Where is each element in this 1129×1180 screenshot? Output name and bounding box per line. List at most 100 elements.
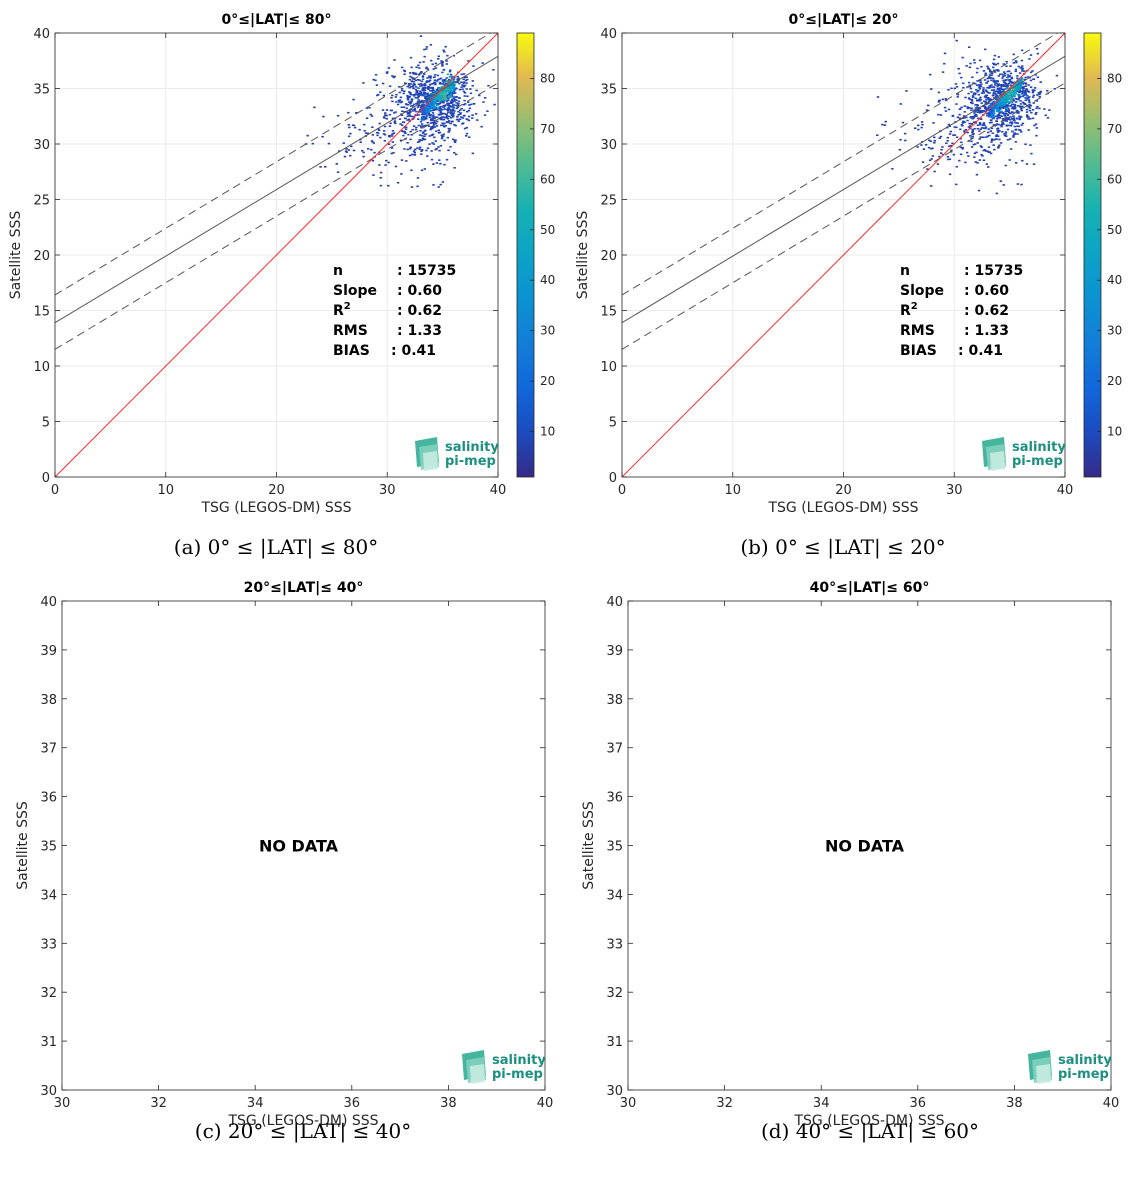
density-point	[425, 97, 428, 100]
fit-upper-dashed-line	[622, 33, 1059, 296]
fit-line	[622, 55, 1065, 324]
core-point	[429, 103, 433, 106]
density-point	[457, 114, 460, 116]
density-point	[413, 95, 416, 97]
y-tick-label: 15	[600, 305, 617, 320]
density-point	[426, 87, 429, 90]
density-point	[469, 103, 473, 106]
density-point	[960, 106, 963, 109]
density-point	[995, 69, 999, 71]
density-point	[360, 149, 364, 152]
density-point	[971, 128, 975, 131]
density-point	[917, 124, 920, 127]
density-point	[404, 103, 408, 105]
density-point	[963, 111, 966, 113]
density-point	[985, 89, 988, 92]
density-point	[969, 62, 972, 65]
stat-value: : 0.62	[397, 303, 442, 319]
density-point	[442, 101, 445, 104]
density-point	[393, 75, 396, 78]
stat-label: BIAS	[333, 343, 370, 359]
density-point	[996, 87, 1000, 90]
density-point	[337, 150, 341, 152]
x-tick-label: 38	[1006, 1096, 1023, 1111]
density-point	[424, 92, 428, 95]
density-point	[321, 135, 324, 138]
density-point	[362, 151, 365, 154]
density-point	[418, 148, 421, 150]
density-point	[442, 124, 445, 126]
density-point	[425, 117, 428, 120]
density-point	[997, 115, 1000, 117]
density-point	[962, 82, 965, 85]
density-point	[430, 150, 433, 152]
density-point	[451, 105, 454, 108]
density-point	[454, 92, 457, 94]
density-point	[977, 84, 981, 86]
core-point	[453, 84, 456, 87]
density-point	[1013, 119, 1016, 122]
density-point	[988, 86, 992, 88]
density-point	[439, 111, 442, 114]
density-point	[955, 39, 958, 42]
density-point	[1022, 87, 1025, 90]
density-point	[391, 130, 395, 132]
density-point	[993, 71, 997, 73]
density-point	[1010, 111, 1014, 113]
density-point	[493, 103, 496, 106]
density-point	[1002, 79, 1005, 82]
core-point	[993, 107, 996, 109]
density-point	[1028, 58, 1031, 60]
density-point	[965, 151, 969, 154]
density-point	[987, 146, 991, 149]
density-point	[993, 63, 996, 65]
colorbar-tick-label: 50	[1107, 223, 1122, 237]
density-point	[382, 133, 386, 135]
y-tick-label: 31	[606, 1035, 623, 1050]
density-point	[1029, 104, 1033, 107]
core-point	[1005, 97, 1009, 100]
density-point	[429, 122, 433, 124]
core-point	[1015, 86, 1019, 89]
density-point	[406, 94, 409, 97]
density-point	[988, 76, 991, 78]
density-point	[423, 135, 426, 138]
density-point	[988, 77, 992, 79]
density-point	[393, 121, 396, 124]
density-point	[452, 112, 456, 114]
core-point	[428, 97, 432, 99]
density-point	[445, 96, 449, 98]
density-point	[417, 87, 420, 89]
density-point	[998, 87, 1001, 90]
core-point	[1012, 84, 1016, 86]
density-point	[986, 86, 989, 89]
density-point	[441, 79, 445, 81]
density-point	[435, 148, 438, 150]
density-point	[987, 68, 990, 70]
density-point	[990, 89, 994, 92]
density-point	[369, 113, 372, 116]
stat-value: : 1.33	[397, 323, 442, 339]
density-point	[435, 80, 439, 82]
density-point	[1012, 82, 1015, 84]
panel-d: 30 32 34 36 38 40303132333435363738394040°≤|L…	[581, 580, 1119, 1144]
density-point	[1015, 122, 1018, 124]
density-point	[1039, 91, 1042, 94]
density-point	[466, 95, 469, 98]
density-point	[1011, 99, 1015, 102]
x-tick-label: 34	[813, 1096, 830, 1111]
density-point	[437, 114, 441, 116]
density-point	[973, 114, 977, 117]
density-point	[1016, 105, 1020, 107]
core-point	[433, 96, 437, 99]
density-point	[997, 88, 1001, 90]
density-point	[434, 67, 438, 69]
density-point	[1013, 104, 1017, 107]
density-point	[959, 146, 963, 149]
density-point	[463, 95, 466, 97]
density-point	[1012, 53, 1015, 56]
density-point	[1003, 134, 1007, 137]
density-point	[1018, 72, 1022, 74]
density-point	[456, 81, 459, 84]
